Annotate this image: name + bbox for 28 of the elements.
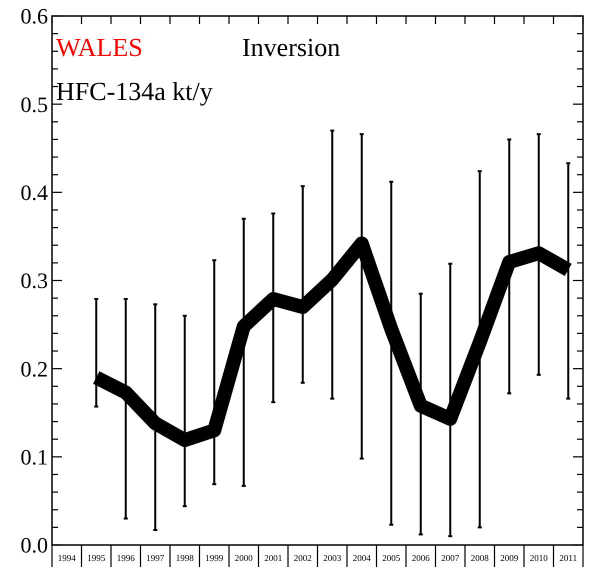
x-tick-label: 2005 bbox=[382, 553, 401, 563]
y-tick-label: 0.5 bbox=[20, 92, 48, 117]
x-tick-label: 2010 bbox=[530, 553, 548, 563]
x-tick-label: 2004 bbox=[352, 553, 372, 563]
y-tick-label: 0.4 bbox=[20, 180, 48, 206]
y-tick-label: 0.3 bbox=[20, 268, 48, 294]
x-tick-label: 2007 bbox=[441, 553, 460, 563]
x-tick-label: 2002 bbox=[294, 553, 312, 563]
x-tick-label: 1998 bbox=[176, 553, 194, 563]
x-tick-label: 1994 bbox=[58, 553, 76, 563]
x-tick-label: 2001 bbox=[264, 553, 282, 563]
x-tick-label: 1995 bbox=[87, 553, 106, 563]
x-tick-label: 1997 bbox=[146, 553, 165, 563]
text: WALES bbox=[56, 33, 143, 62]
x-tick-label: 2011 bbox=[559, 553, 578, 563]
y-tick-label: 0.0 bbox=[20, 532, 48, 558]
x-tick-label: 1996 bbox=[116, 553, 136, 563]
x-tick-label: 1999 bbox=[205, 553, 224, 563]
y-tick-label: 0.6 bbox=[20, 4, 48, 29]
y-tick-label: 0.2 bbox=[20, 356, 48, 382]
annotation: HFC-134a kt/y bbox=[56, 77, 213, 106]
x-tick-label: 2000 bbox=[234, 553, 254, 563]
x-tick-label: 2006 bbox=[412, 553, 430, 563]
x-tick-label: 2008 bbox=[470, 553, 490, 563]
x-tick-label: 2003 bbox=[323, 553, 342, 563]
x-tick-label: 2009 bbox=[500, 553, 519, 563]
y-tick-label: 0.1 bbox=[20, 444, 48, 470]
text: Inversion bbox=[242, 33, 340, 62]
